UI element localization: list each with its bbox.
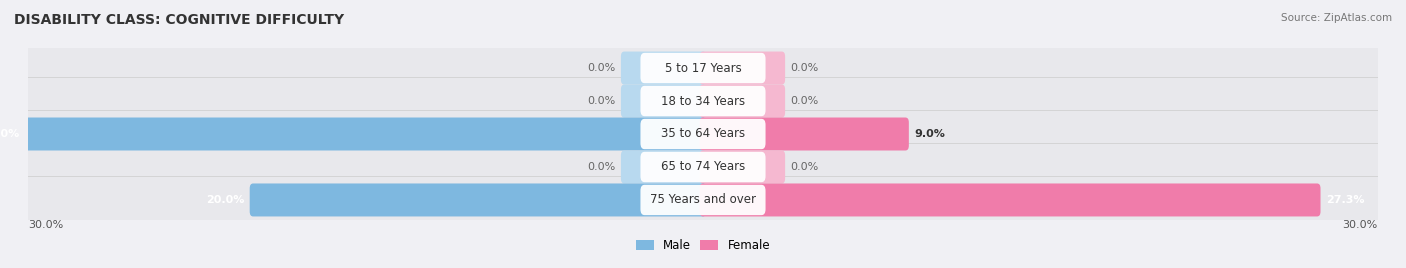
Text: DISABILITY CLASS: COGNITIVE DIFFICULTY: DISABILITY CLASS: COGNITIVE DIFFICULTY — [14, 13, 344, 27]
FancyBboxPatch shape — [641, 86, 765, 116]
Text: 0.0%: 0.0% — [588, 162, 616, 172]
FancyBboxPatch shape — [621, 151, 706, 184]
FancyBboxPatch shape — [641, 119, 765, 149]
FancyBboxPatch shape — [21, 111, 1385, 157]
Text: 18 to 34 Years: 18 to 34 Years — [661, 95, 745, 107]
FancyBboxPatch shape — [21, 177, 1385, 224]
Text: 0.0%: 0.0% — [588, 63, 616, 73]
FancyBboxPatch shape — [21, 144, 1385, 190]
Legend: Male, Female: Male, Female — [631, 234, 775, 257]
Text: 75 Years and over: 75 Years and over — [650, 193, 756, 206]
Text: 0.0%: 0.0% — [790, 162, 818, 172]
FancyBboxPatch shape — [700, 151, 785, 184]
FancyBboxPatch shape — [700, 84, 785, 117]
FancyBboxPatch shape — [21, 78, 1385, 124]
FancyBboxPatch shape — [21, 44, 1385, 91]
FancyBboxPatch shape — [700, 184, 1320, 217]
Text: Source: ZipAtlas.com: Source: ZipAtlas.com — [1281, 13, 1392, 23]
FancyBboxPatch shape — [25, 117, 706, 151]
Text: 30.0%: 30.0% — [1343, 220, 1378, 230]
Text: 20.0%: 20.0% — [205, 195, 245, 205]
Text: 27.3%: 27.3% — [1326, 195, 1365, 205]
Text: 0.0%: 0.0% — [588, 96, 616, 106]
Text: 9.0%: 9.0% — [914, 129, 945, 139]
FancyBboxPatch shape — [700, 117, 908, 151]
Text: 0.0%: 0.0% — [790, 96, 818, 106]
FancyBboxPatch shape — [700, 51, 785, 84]
FancyBboxPatch shape — [250, 184, 706, 217]
FancyBboxPatch shape — [621, 51, 706, 84]
Text: 5 to 17 Years: 5 to 17 Years — [665, 62, 741, 75]
Text: 30.0%: 30.0% — [28, 220, 63, 230]
Text: 65 to 74 Years: 65 to 74 Years — [661, 161, 745, 173]
Text: 0.0%: 0.0% — [790, 63, 818, 73]
FancyBboxPatch shape — [641, 185, 765, 215]
Text: 30.0%: 30.0% — [0, 129, 20, 139]
FancyBboxPatch shape — [621, 84, 706, 117]
FancyBboxPatch shape — [641, 152, 765, 182]
FancyBboxPatch shape — [641, 53, 765, 83]
Text: 35 to 64 Years: 35 to 64 Years — [661, 128, 745, 140]
